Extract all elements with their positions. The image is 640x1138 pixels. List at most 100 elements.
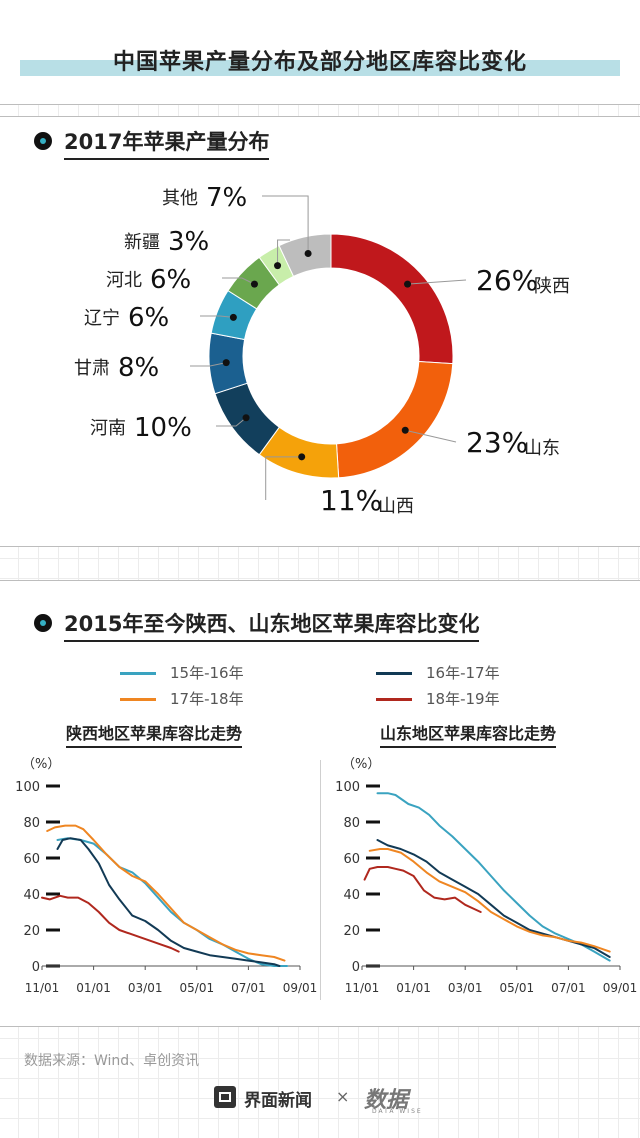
section1-title: 2017年苹果产量分布 (64, 126, 270, 160)
slice-percent-label: 3% (168, 227, 209, 257)
y-tick-label: 80 (23, 816, 40, 831)
partner-logo: 数据 (364, 1088, 409, 1113)
slice-name-label: 辽宁 (84, 308, 120, 329)
chart-title-shandong: 山东地区苹果库容比走势 (380, 720, 557, 748)
source-note: 数据来源：Wind、卓创资讯 (24, 1053, 200, 1069)
slice-marker-dot (250, 280, 258, 288)
slice-name-label: 其他 (162, 188, 198, 209)
series-line-2 (376, 839, 611, 958)
y-tick-label: 0 (32, 960, 40, 975)
x-tick-label: 07/01 (551, 981, 586, 995)
slice-marker-dot (242, 414, 250, 422)
slice-percent-label: 11% (320, 484, 382, 517)
leader-line (190, 362, 227, 367)
legend-item: 15年-16年 (120, 662, 244, 683)
x-tick-label: 05/01 (180, 981, 215, 995)
slice-marker-dot (298, 453, 306, 461)
line-chart-shaanxi: （%） 0 20 40 60 80 100 11/01 01/01 03/01 05/01 07/01… (15, 757, 318, 995)
brand-name: 界面新闻 (244, 1091, 312, 1111)
slice-marker-dot (274, 262, 282, 270)
slice-marker-dot (229, 313, 237, 321)
donut-chart: 26%陕西 23%山东 11%山西 河南 10% 甘肃 8% 辽宁 6% 河北 6% 新疆 3% 其他 7% (74, 183, 570, 517)
x-tick-label: 09/01 (603, 981, 638, 995)
legend-item: 17年-18年 (120, 688, 244, 709)
jiemian-logo-icon (214, 1086, 236, 1108)
section-bullet-icon (34, 614, 52, 632)
divider (0, 580, 640, 581)
slice-name-label: 河北 (106, 270, 142, 291)
slice-name-label: 河南 (90, 418, 126, 439)
series-line-1 (376, 792, 611, 962)
header-panel (0, 0, 640, 104)
series-line-1 (56, 837, 289, 967)
slice-name-label: 新疆 (124, 232, 160, 253)
series-line-4 (363, 866, 482, 913)
leader-line (262, 195, 309, 254)
y-tick-label: 20 (343, 924, 360, 939)
series-line-3 (368, 848, 611, 953)
slice-percent-label: 6% (128, 303, 169, 333)
x-tick-label: 11/01 (25, 981, 60, 995)
slice-marker-dot (401, 426, 409, 434)
x-tick-label: 03/01 (128, 981, 163, 995)
y-tick-label: 100 (15, 780, 40, 795)
legend-swatch (376, 698, 412, 701)
series-line-4 (41, 894, 180, 953)
legend-swatch (376, 672, 412, 675)
slice-name-label: 陕西 (534, 276, 570, 297)
donut-slice-1 (330, 233, 454, 365)
x-tick-label: 01/01 (396, 981, 431, 995)
legend-item: 18年-19年 (376, 688, 500, 709)
legend-item: 16年-17年 (376, 662, 500, 683)
x-tick-label: 05/01 (500, 981, 535, 995)
y-axis-label: （%） (342, 757, 380, 772)
slice-percent-label: 10% (134, 413, 192, 443)
slice-name-label: 甘肃 (74, 358, 110, 379)
slice-name-label: 山东 (524, 438, 560, 459)
slice-percent-label: 8% (118, 353, 159, 383)
x-tick-label: 03/01 (448, 981, 483, 995)
slice-marker-dot (404, 280, 412, 288)
slice-percent-label: 6% (150, 265, 191, 295)
title-highlight (20, 60, 620, 76)
divider (0, 116, 640, 117)
y-axis-label: （%） (22, 757, 60, 772)
x-tick-label: 09/01 (283, 981, 318, 995)
leader-line (200, 315, 234, 318)
leader-line (216, 417, 247, 427)
y-tick-label: 60 (343, 852, 360, 867)
y-tick-label: 80 (343, 816, 360, 831)
section-bullet-icon (34, 132, 52, 150)
leader-line (407, 279, 467, 285)
y-tick-label: 60 (23, 852, 40, 867)
leader-line (265, 456, 302, 500)
section2-title: 2015年至今陕西、山东地区苹果库容比变化 (64, 608, 480, 642)
x-tick-label: 07/01 (231, 981, 266, 995)
chart-separator (320, 760, 321, 1000)
slice-marker-dot (222, 359, 230, 367)
divider (0, 1026, 640, 1027)
line-chart-shandong: （%） 0 20 40 60 80 100 11/01 01/01 03/01 05/01 07/01… (335, 757, 638, 995)
divider (0, 546, 640, 547)
legend-label: 16年-17年 (426, 664, 500, 682)
divider (0, 104, 640, 105)
slice-name-label: 山西 (378, 496, 414, 517)
partner-logo-sub: DATA WISE (372, 1108, 423, 1115)
slice-marker-dot (304, 250, 312, 258)
y-tick-label: 40 (23, 888, 40, 903)
series-line-2 (56, 837, 281, 967)
legend-swatch (120, 698, 156, 701)
legend-label: 15年-16年 (170, 664, 244, 682)
chart-title-shaanxi: 陕西地区苹果库容比走势 (66, 720, 243, 748)
page-title: 中国苹果产量分布及部分地区库容比变化 (112, 50, 527, 75)
footer: 界面新闻 × 数据 DATA WISE (0, 1082, 640, 1115)
slice-percent-label: 26% (476, 264, 538, 297)
y-tick-label: 0 (352, 960, 360, 975)
slice-percent-label: 7% (206, 183, 247, 213)
series-line-3 (46, 824, 286, 962)
leader-line (277, 239, 290, 266)
donut-slice-2 (335, 360, 454, 479)
leader-line (405, 429, 457, 443)
legend-label: 18年-19年 (426, 690, 500, 708)
legend-swatch (120, 672, 156, 675)
